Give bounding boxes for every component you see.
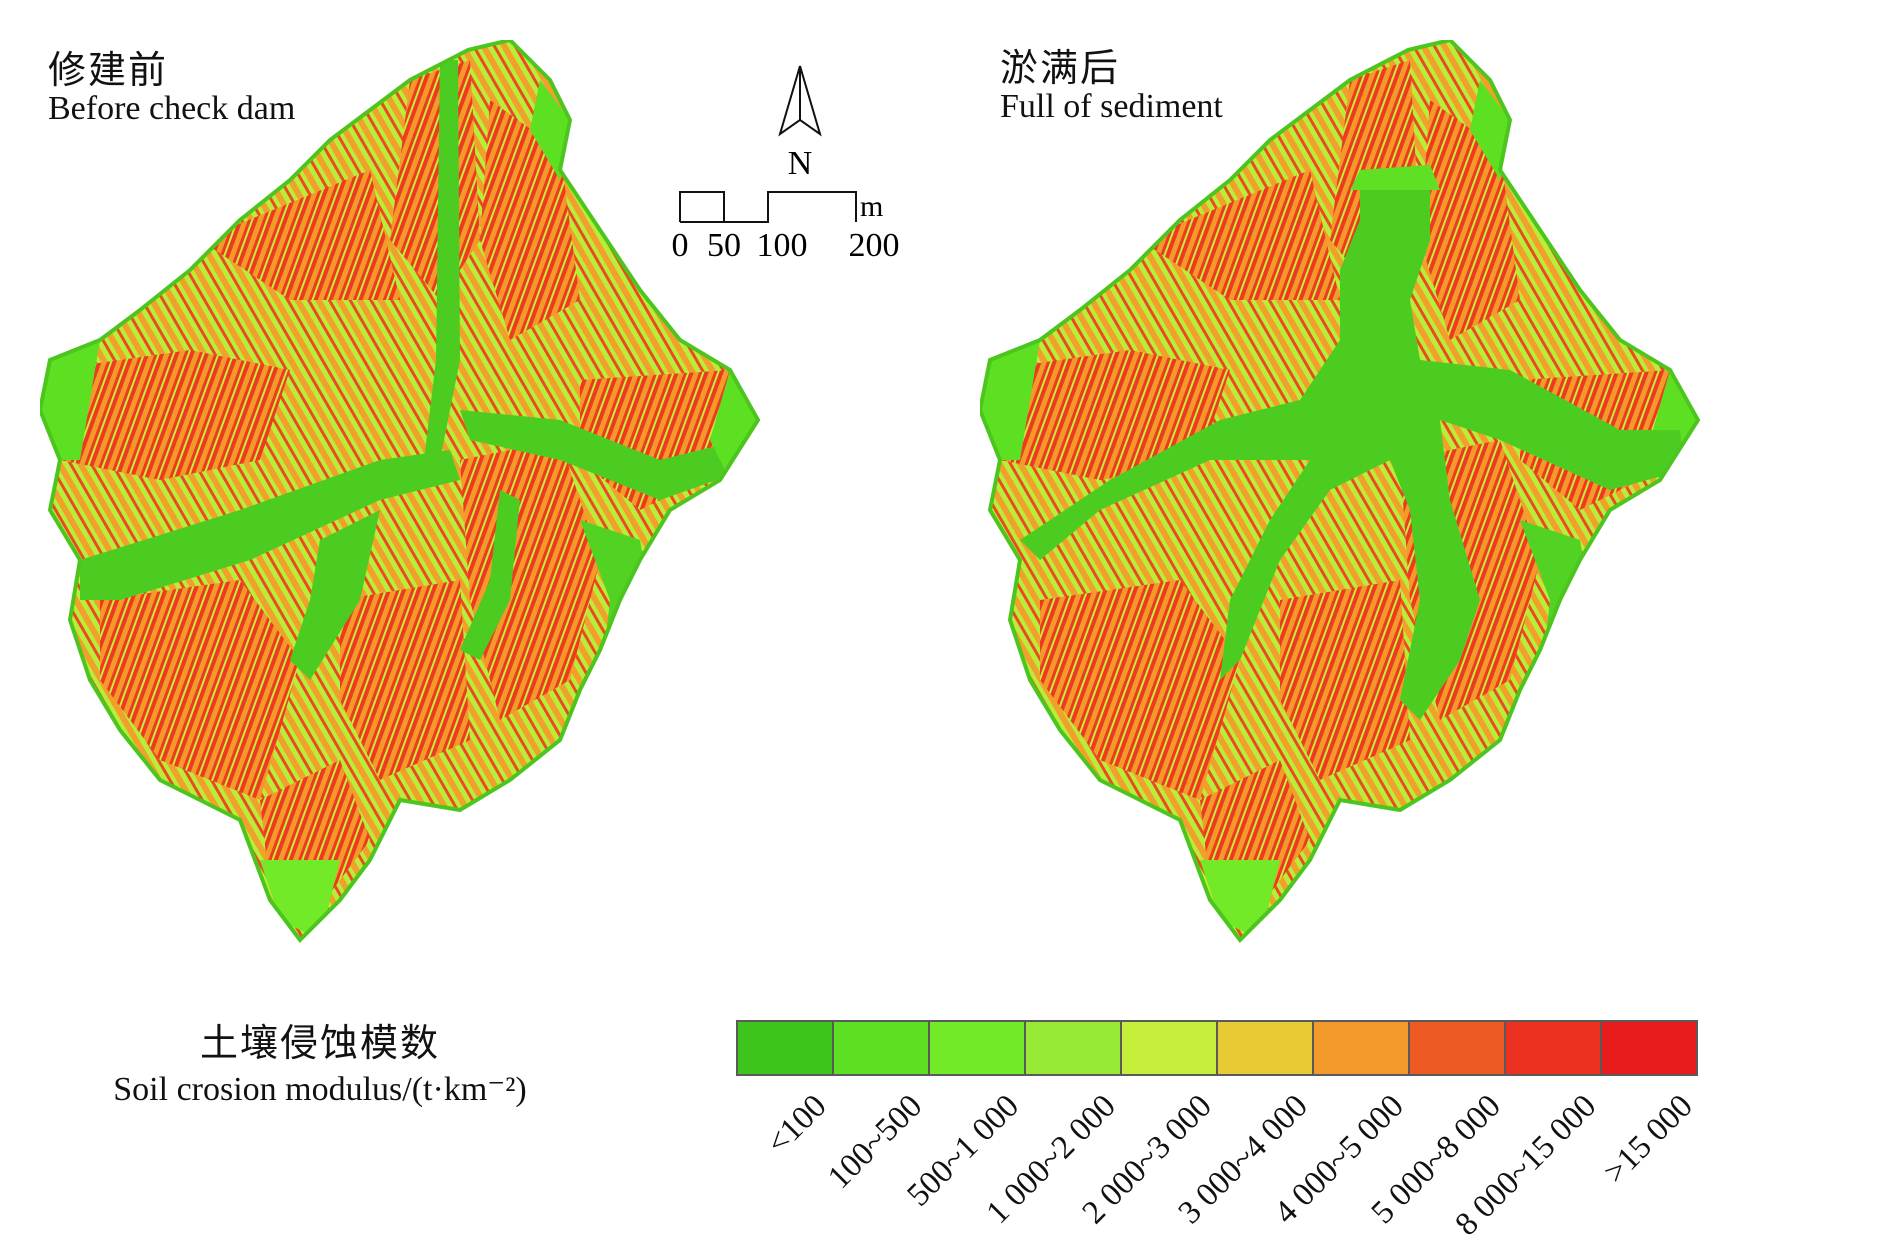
panel-title-after: 淤满后 Full of sediment	[1000, 46, 1223, 126]
scale-tick-50: 50	[707, 227, 741, 264]
legend-class-label: >15 000	[1596, 1088, 1700, 1191]
scale-unit: m	[860, 190, 883, 223]
legend-swatch	[1122, 1022, 1218, 1074]
legend-title-en: Soil crosion modulus/(t·km⁻²)	[113, 1071, 527, 1108]
legend-swatch	[1506, 1022, 1602, 1074]
erosion-map-left	[40, 40, 761, 944]
panel-title-before-en: Before check dam	[48, 90, 296, 128]
legend-swatch	[738, 1022, 834, 1074]
map-full-of-sediment	[980, 40, 1820, 960]
legend-swatch	[930, 1022, 1026, 1074]
panel-title-after-en: Full of sediment	[1000, 88, 1223, 126]
legend-swatch	[1410, 1022, 1506, 1074]
legend-labels: <100 100~500 500~1 000 1 000~2 000 2 000~3 0…	[736, 1076, 1700, 1246]
legend-swatch	[1218, 1022, 1314, 1074]
map-before-check-dam	[40, 40, 880, 960]
panel-title-before-zh: 修建前	[48, 48, 169, 92]
legend-swatch	[834, 1022, 930, 1074]
legend-swatch	[1602, 1022, 1696, 1074]
legend-color-bar	[736, 1020, 1698, 1076]
legend-swatch	[1314, 1022, 1410, 1074]
legend-title-zh: 土壤侵蚀模数	[199, 1021, 440, 1065]
scale-tick-0: 0	[672, 227, 689, 264]
legend-title: 土壤侵蚀模数 Soil crosion modulus/(t·km⁻²)	[100, 1012, 540, 1109]
panel-title-after-zh: 淤满后	[1000, 46, 1121, 90]
panel-title-before: 修建前 Before check dam	[48, 48, 296, 128]
scale-tick-200: 200	[849, 227, 900, 264]
north-label: N	[788, 145, 813, 182]
erosion-map-right	[980, 40, 1701, 944]
legend-class-label: <100	[760, 1088, 834, 1162]
legend-swatch	[1026, 1022, 1122, 1074]
scale-bar: m 0 50 100 200	[664, 188, 924, 268]
north-arrow-icon: N	[770, 62, 830, 182]
scale-tick-100: 100	[757, 227, 808, 264]
